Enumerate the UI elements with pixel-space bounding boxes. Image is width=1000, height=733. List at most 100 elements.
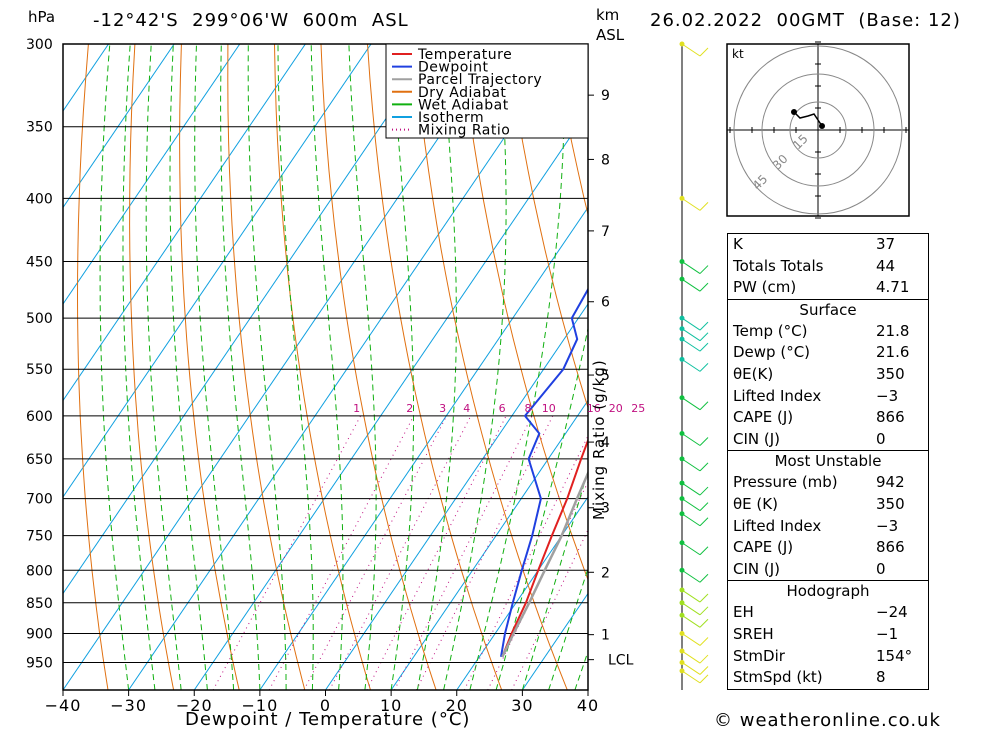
height-unit-ref-label: ASL <box>596 26 625 44</box>
pressure-tick-label: 300 <box>26 37 53 53</box>
pressure-tick-label: 850 <box>26 596 53 612</box>
wind-barb <box>681 614 701 628</box>
isotherm-line <box>63 44 241 305</box>
isotherm-line <box>128 44 569 690</box>
index-label: Pressure (mb) <box>733 473 838 492</box>
wind-barb <box>681 569 701 583</box>
dry-adiabat-line <box>972 44 1000 690</box>
wind-barb <box>681 338 701 352</box>
index-label: StmDir <box>733 646 785 665</box>
index-value: −24 <box>876 603 908 622</box>
height-tick-label: 7 <box>601 224 610 240</box>
mixing-ratio-axis-label: Mixing Ratio (g/kg) <box>590 359 608 520</box>
pressure-unit-label: hPa <box>28 8 56 26</box>
hodograph-point <box>819 123 825 129</box>
dry-adiabat-line <box>274 44 371 690</box>
mixing-ratio-line <box>511 528 588 690</box>
height-unit-label: km <box>596 6 620 24</box>
pressure-tick-label: 450 <box>26 255 53 271</box>
index-value: 37 <box>876 235 896 253</box>
wind-barb-flag <box>699 401 709 411</box>
wind-barb <box>681 670 701 684</box>
index-row: PW (cm) 4.71 <box>728 277 928 299</box>
x-tick-label: 20 <box>446 696 468 715</box>
section-title: Hodograph <box>728 580 928 602</box>
index-row: StmDir 154° <box>728 646 928 668</box>
isotherm-line <box>390 399 588 690</box>
wind-barb-flag <box>699 486 709 496</box>
index-value: 866 <box>876 408 905 427</box>
pressure-tick-label: 700 <box>26 492 53 508</box>
wet-adiabat-line <box>548 567 588 690</box>
index-row: θE(K) 350 <box>728 364 928 386</box>
pressure-tick-label: 350 <box>26 120 53 136</box>
pressure-ticks: 300 350 400 450 500 550 600 650 700 750 800 850 900 9… <box>26 37 53 671</box>
pressure-tick-label: 900 <box>26 626 53 642</box>
mixing-ratio-label: 10 <box>542 402 556 415</box>
legend-frame <box>385 43 589 139</box>
index-row: Dewp (°C) 21.6 <box>728 342 928 364</box>
location-title: -12°42'S 299°06'W 600m ASL <box>93 10 409 31</box>
index-row: Lifted Index −3 <box>728 386 928 408</box>
wind-barb <box>681 317 701 331</box>
index-value: 154° <box>876 646 913 665</box>
wind-barb <box>681 589 701 603</box>
hodograph-ring <box>733 45 903 215</box>
index-row: SREH −1 <box>728 624 928 646</box>
mixing-ratio-label: 20 <box>609 402 623 415</box>
mixing-ratio-label: 1 <box>353 402 360 415</box>
wind-barb-flag <box>699 332 709 342</box>
legend-label: Isotherm <box>418 110 484 126</box>
index-label: StmSpd (kt) <box>733 668 823 687</box>
isotherm-line <box>63 44 109 112</box>
index-label: Dewp (°C) <box>733 343 811 362</box>
wind-barb <box>681 498 701 512</box>
pressure-tick-label: 750 <box>26 529 53 545</box>
index-value: 350 <box>876 494 905 513</box>
x-tick-label: −10 <box>241 696 278 715</box>
isotherm-line <box>259 206 588 690</box>
index-label: Totals Totals <box>733 256 824 275</box>
index-label: PW (cm) <box>733 278 797 297</box>
section-title: Surface <box>728 298 928 321</box>
series-line-parcel-trajectory <box>501 470 588 658</box>
wet-adiabat-line <box>469 44 566 690</box>
index-row: CIN (J) 0 <box>728 559 928 581</box>
height-tick-label: 9 <box>601 88 610 104</box>
wind-barb-flag <box>699 502 709 511</box>
legend-label: Temperature <box>417 47 512 63</box>
mixing-ratio-line <box>394 415 533 690</box>
legend-label: Wet Adiabat <box>418 97 509 113</box>
profile-lines <box>500 287 588 658</box>
index-value: 0 <box>876 559 886 578</box>
legend-label: Dry Adiabat <box>418 85 506 101</box>
index-label: θE(K) <box>733 364 774 383</box>
hodograph-point <box>791 109 797 115</box>
index-label: CIN (J) <box>733 559 781 578</box>
wind-barb-flag <box>699 618 709 628</box>
wet-adiabat-line <box>310 44 344 690</box>
wind-barb <box>681 261 701 274</box>
mixing-ratio-labels: 1 2 3 4 6 8 10 16 20 25 <box>353 402 645 415</box>
wind-barb-flag <box>699 342 709 352</box>
dry-adiabat-line <box>413 44 568 690</box>
isotherm-line <box>325 303 588 690</box>
index-row: CAPE (J) 866 <box>728 407 928 429</box>
pressure-tick-label: 800 <box>26 563 53 579</box>
height-tick-label: 2 <box>601 565 610 581</box>
index-row: CAPE (J) 866 <box>728 537 928 559</box>
index-row: CIN (J) 0 <box>728 429 928 451</box>
wet-adiabat-line <box>277 44 314 690</box>
wind-barb <box>681 542 701 556</box>
x-tick-label: 10 <box>380 696 402 715</box>
x-tick-label: −40 <box>45 696 82 715</box>
series-line-temperature <box>501 437 588 658</box>
wind-barb-flag <box>699 546 709 556</box>
index-label: SREH <box>733 624 774 643</box>
pressure-tick-label: 500 <box>26 311 53 327</box>
index-row: Totals Totals 44 <box>728 256 928 278</box>
index-row: Temp (°C) 21.8 <box>728 321 928 343</box>
height-tick-label: 5 <box>601 368 610 384</box>
